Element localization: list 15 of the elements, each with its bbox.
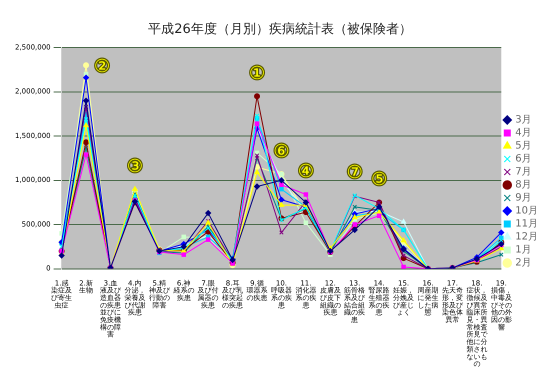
- legend-label: 8月: [515, 180, 532, 191]
- legend-label: 6月: [515, 154, 532, 165]
- legend-label: 3月: [515, 114, 532, 126]
- chart-title: 平成26年度（月別）疾病統計表（被保険者）: [148, 21, 412, 38]
- legend-label: 12月: [515, 232, 538, 243]
- annotation: ①: [248, 62, 266, 84]
- legend-label: 11月: [515, 218, 538, 230]
- legend-label: 5月: [515, 140, 532, 152]
- legend-label: 2月: [515, 258, 532, 269]
- annotation: ②: [94, 56, 110, 77]
- legend-label: 7月: [515, 166, 532, 178]
- legend-label: 10月: [515, 206, 538, 217]
- legend-label: 4月: [515, 128, 532, 139]
- legend-label: 9月: [515, 192, 532, 204]
- legend-label: 1月: [515, 244, 532, 256]
